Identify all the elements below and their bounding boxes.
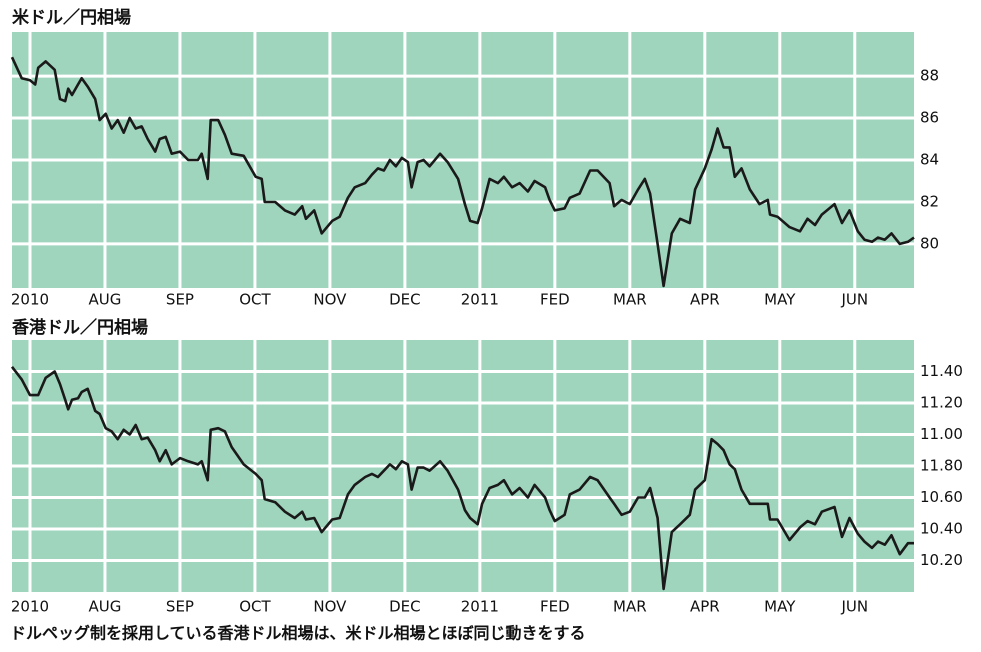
y-tick-label: 82 [920,192,939,210]
y-tick-label: 11.00 [920,425,963,443]
x-tick-label: AUG [89,291,122,309]
y-tick-label: 10.40 [920,520,963,538]
x-tick-label: JUN [840,291,868,309]
y-tick-label: 86 [920,109,939,127]
x-tick-label: JUN [840,598,868,616]
chart-title: 香港ドル／円相場 [12,317,148,338]
x-tick-label: 2010 [11,291,49,309]
x-tick-label: MAR [613,291,647,309]
x-tick-label: SEP [166,291,194,309]
caption: ドルペッグ制を採用している香港ドル相場は、米ドル相場とほぼ同じ動きをする [10,624,586,643]
x-tick-label: MAY [764,598,796,616]
y-tick-label: 11.80 [920,457,963,475]
data-line [10,56,915,288]
x-tick-label: NOV [313,598,347,616]
x-tick-label: DEC [389,598,421,616]
x-tick-label: FED [540,291,570,309]
x-tick-label: APR [690,291,720,309]
y-tick-label: 11.40 [920,362,963,380]
x-tick-label: OCT [239,291,271,309]
chart-title: 米ドル／円相場 [12,7,131,28]
x-tick-label: 2011 [461,291,499,309]
y-tick-label: 10.60 [920,488,963,506]
y-tick-label: 10.20 [920,551,963,569]
x-tick-label: DEC [389,291,421,309]
y-tick-label: 84 [920,151,939,169]
y-tick-label: 11.20 [920,394,963,412]
x-tick-label: MAR [613,598,647,616]
x-tick-label: SEP [166,598,194,616]
x-tick-label: MAY [764,291,796,309]
data-line [10,366,914,591]
x-tick-label: NOV [313,291,347,309]
x-tick-label: OCT [239,598,271,616]
x-tick-label: FED [540,598,570,616]
x-tick-label: AUG [89,598,122,616]
y-tick-label: 80 [920,234,939,252]
y-tick-label: 88 [920,67,939,85]
x-tick-label: 2011 [461,598,499,616]
x-tick-label: APR [690,598,720,616]
x-tick-label: 2010 [11,598,49,616]
